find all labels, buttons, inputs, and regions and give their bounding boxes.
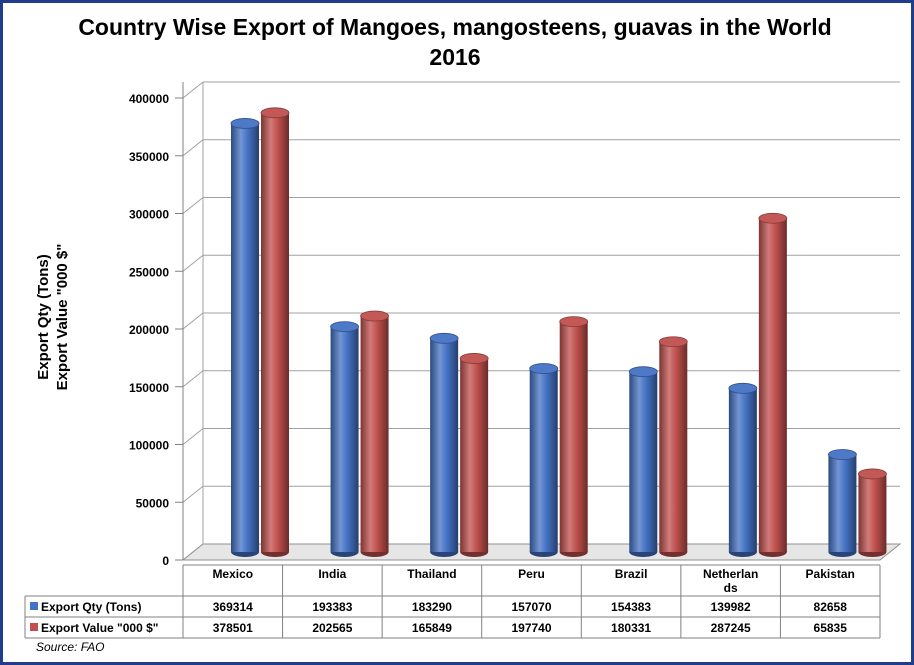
y-tick-label: 100000 <box>129 439 169 453</box>
bar-top <box>728 382 758 394</box>
bar-body <box>360 316 389 552</box>
gridline-depth <box>182 370 204 388</box>
bar-value-brazil <box>658 336 688 557</box>
bar-value-india <box>360 310 389 557</box>
bar-top <box>828 449 857 460</box>
bar-top <box>429 332 459 344</box>
bar-body <box>728 388 757 552</box>
bar-value-mexico <box>260 107 290 557</box>
bar-body <box>330 326 359 552</box>
gridline-depth <box>182 428 204 445</box>
y-tick-label: 250000 <box>129 265 169 279</box>
gridline-depth <box>182 139 204 157</box>
data-label: 287245 <box>711 621 751 635</box>
x-tick-label: Thailand <box>407 567 456 581</box>
bar-top <box>459 353 489 364</box>
bar-top <box>628 366 658 378</box>
bar-top <box>330 321 359 333</box>
bar-qty-brazil <box>628 366 658 557</box>
bar-body <box>430 338 459 552</box>
bar-body <box>231 123 259 553</box>
bar-body <box>261 112 289 552</box>
bar-body <box>758 218 787 552</box>
bar-body <box>629 371 658 552</box>
gridline-depth <box>182 312 204 330</box>
data-label: 193383 <box>312 600 352 614</box>
data-label: 197740 <box>511 621 551 635</box>
data-label: 82658 <box>814 600 848 614</box>
bar-top <box>230 118 260 129</box>
bar-top <box>559 316 589 328</box>
x-tick-label: India <box>318 567 346 581</box>
bar-body <box>858 473 887 552</box>
data-label: 154383 <box>611 600 651 614</box>
legend-label: Export Value "000 $" <box>41 621 158 635</box>
bar-body <box>659 341 688 552</box>
bar-body <box>828 454 857 552</box>
bar-body <box>559 321 588 552</box>
bar-value-netherlands <box>758 212 788 557</box>
bar-top <box>858 468 887 480</box>
gridline-depth <box>182 81 204 99</box>
gridline-depth <box>182 485 204 503</box>
bar-body <box>460 358 489 552</box>
bar-top <box>758 212 788 224</box>
bar-qty-netherlands <box>728 382 758 557</box>
gridline-depth <box>182 254 204 272</box>
source-note: Source: FAO <box>36 640 105 654</box>
bar-top <box>658 336 688 348</box>
legend-label: Export Qty (Tons) <box>41 600 141 614</box>
gridline-depth <box>182 197 204 214</box>
x-tick-label: Pakistan <box>806 567 855 581</box>
y-tick-label: 350000 <box>129 150 169 164</box>
bar-qty-mexico <box>230 118 260 557</box>
x-tick-label: ds <box>724 581 738 595</box>
bar-qty-india <box>330 321 359 557</box>
y-tick-label: 50000 <box>136 496 170 510</box>
bar-value-peru <box>559 316 589 557</box>
x-tick-label: Netherlan <box>703 567 758 581</box>
y-tick-label: 300000 <box>129 208 169 222</box>
bar-qty-pakistan <box>828 449 857 557</box>
data-label: 165849 <box>412 621 452 635</box>
y-tick-label: 0 <box>162 554 169 568</box>
data-label: 369314 <box>213 600 253 614</box>
data-label: 65835 <box>814 621 848 635</box>
bar-qty-thailand <box>429 332 459 557</box>
data-label: 139982 <box>711 600 751 614</box>
legend-swatch <box>30 623 38 631</box>
bar-top <box>529 363 559 374</box>
bar-qty-peru <box>529 363 559 557</box>
bar-top <box>360 310 389 322</box>
data-label: 183290 <box>412 600 452 614</box>
y-tick-label: 150000 <box>129 381 169 395</box>
y-tick-label: 200000 <box>129 323 169 337</box>
data-label: 202565 <box>312 621 352 635</box>
x-tick-label: Brazil <box>615 567 648 581</box>
bar-body <box>529 368 558 552</box>
x-tick-label: Peru <box>518 567 545 581</box>
x-tick-label: Mexico <box>212 567 253 581</box>
bar-top <box>260 107 290 119</box>
data-label: 180331 <box>611 621 651 635</box>
y-tick-label: 400000 <box>129 92 169 106</box>
data-label: 157070 <box>511 600 551 614</box>
data-label: 378501 <box>213 621 253 635</box>
legend-swatch <box>30 602 38 610</box>
bar-value-thailand <box>459 353 489 557</box>
bar-value-pakistan <box>858 468 887 557</box>
chart-title: Country Wise Export of Mangoes, mangoste… <box>78 14 832 70</box>
